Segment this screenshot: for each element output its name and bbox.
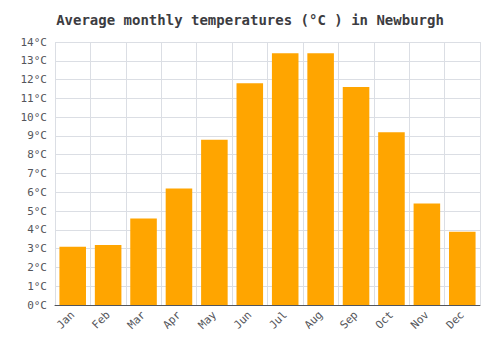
svg-text:Apr: Apr (160, 308, 183, 331)
svg-text:Mar: Mar (125, 308, 148, 331)
svg-text:Feb: Feb (89, 308, 112, 331)
svg-text:12°C: 12°C (21, 73, 48, 86)
svg-text:2°C: 2°C (27, 261, 47, 274)
svg-text:Jul: Jul (267, 308, 290, 331)
svg-text:6°C: 6°C (27, 186, 47, 199)
svg-text:13°C: 13°C (21, 54, 48, 67)
svg-text:11°C: 11°C (21, 92, 48, 105)
svg-text:0°C: 0°C (27, 299, 47, 312)
svg-text:Jun: Jun (231, 308, 254, 331)
svg-text:1°C: 1°C (27, 280, 47, 293)
svg-text:Jan: Jan (54, 308, 77, 331)
svg-text:Nov: Nov (408, 308, 431, 331)
svg-text:Oct: Oct (373, 308, 396, 331)
svg-text:5°C: 5°C (27, 205, 47, 218)
svg-text:Aug: Aug (302, 308, 325, 331)
svg-text:14°C: 14°C (21, 36, 48, 49)
svg-text:May: May (196, 308, 219, 331)
svg-text:Average monthly temperatures (: Average monthly temperatures (°C ) in Ne… (56, 12, 444, 28)
svg-text:10°C: 10°C (21, 111, 48, 124)
svg-text:7°C: 7°C (27, 167, 47, 180)
svg-text:3°C: 3°C (27, 242, 47, 255)
svg-text:Dec: Dec (444, 308, 467, 331)
svg-text:Sep: Sep (337, 308, 360, 331)
svg-text:8°C: 8°C (27, 148, 47, 161)
svg-text:9°C: 9°C (27, 129, 47, 142)
svg-text:4°C: 4°C (27, 223, 47, 236)
